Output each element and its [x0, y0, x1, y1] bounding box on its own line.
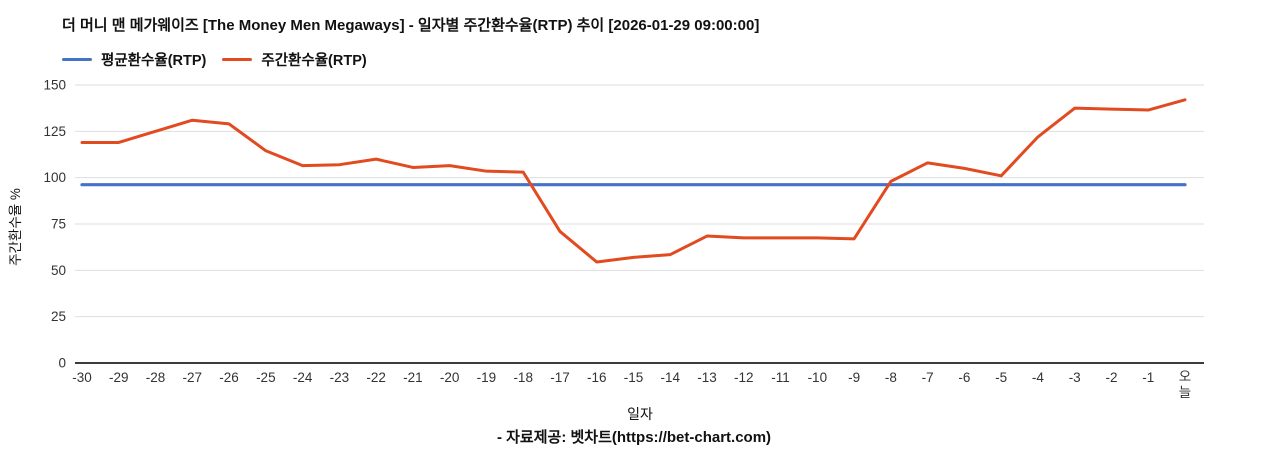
- svg-text:-22: -22: [366, 370, 386, 385]
- svg-text:-25: -25: [256, 370, 276, 385]
- svg-text:125: 125: [43, 124, 66, 139]
- svg-text:-29: -29: [109, 370, 129, 385]
- svg-text:-12: -12: [734, 370, 754, 385]
- svg-text:50: 50: [51, 263, 66, 278]
- svg-text:-9: -9: [848, 370, 860, 385]
- svg-text:-4: -4: [1032, 370, 1044, 385]
- svg-text:-19: -19: [477, 370, 497, 385]
- svg-text:-17: -17: [550, 370, 570, 385]
- svg-text:-13: -13: [697, 370, 717, 385]
- legend-label-weekly-rtp: 주간환수율(RTP): [261, 53, 367, 69]
- svg-text:-1: -1: [1142, 370, 1154, 385]
- weekly-rtp-line-swatch-icon: [222, 58, 253, 61]
- svg-text:-18: -18: [513, 370, 533, 385]
- svg-text:25: 25: [51, 309, 66, 324]
- svg-text:오: 오: [1179, 369, 1191, 384]
- svg-text:-28: -28: [146, 370, 166, 385]
- svg-text:-6: -6: [958, 370, 970, 385]
- svg-text:-3: -3: [1069, 370, 1081, 385]
- svg-text:-27: -27: [183, 370, 203, 385]
- svg-text:150: 150: [43, 78, 66, 93]
- svg-text:-26: -26: [219, 370, 239, 385]
- svg-text:늘: 늘: [1179, 385, 1191, 400]
- svg-text:0: 0: [58, 356, 66, 371]
- svg-text:-23: -23: [330, 370, 350, 385]
- legend-item-weekly-rtp[interactable]: 주간환수율(RTP): [222, 49, 367, 70]
- average-rtp-line-swatch-icon: [62, 58, 92, 61]
- svg-text:-30: -30: [72, 370, 92, 385]
- legend-item-average-rtp[interactable]: 평균환수율(RTP): [62, 49, 206, 70]
- svg-text:75: 75: [51, 217, 66, 232]
- svg-text:-21: -21: [403, 370, 423, 385]
- svg-text:-15: -15: [624, 370, 644, 385]
- x-axis-title: 일자: [627, 406, 653, 422]
- svg-text:-5: -5: [995, 370, 1007, 385]
- svg-text:-11: -11: [771, 370, 790, 385]
- svg-text:-8: -8: [885, 370, 897, 385]
- svg-text:100: 100: [43, 170, 66, 185]
- svg-text:-24: -24: [293, 370, 313, 385]
- legend-label-average-rtp: 평균환수율(RTP): [101, 53, 207, 69]
- svg-text:-7: -7: [922, 370, 934, 385]
- svg-text:-2: -2: [1105, 370, 1117, 385]
- svg-text:-20: -20: [440, 370, 460, 385]
- svg-text:-10: -10: [808, 370, 828, 385]
- page-title: 더 머니 맨 메가웨이즈 [The Money Men Megaways] - …: [62, 17, 760, 34]
- svg-text:-16: -16: [587, 370, 607, 385]
- svg-text:-14: -14: [661, 370, 681, 385]
- chart-legend: 평균환수율(RTP) 주간환수율(RTP): [62, 49, 367, 70]
- data-source-footer: - 자료제공: 벳차트(https://bet-chart.com): [496, 429, 772, 446]
